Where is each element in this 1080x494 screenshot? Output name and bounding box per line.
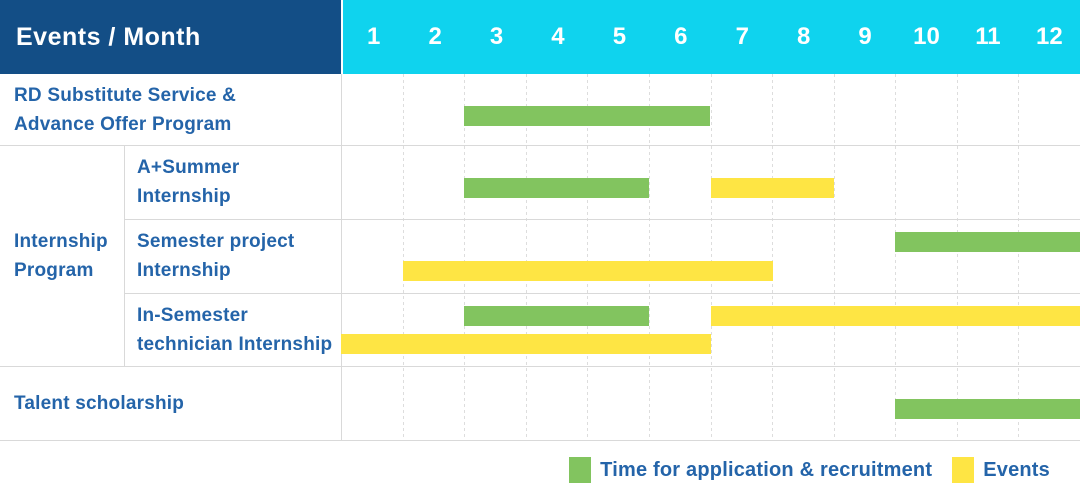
month-gridline: [957, 74, 958, 440]
month-gridline: [464, 74, 465, 440]
month-label-10: 10: [913, 23, 940, 50]
row-label-line: Internship: [137, 260, 231, 281]
row-separator: [124, 293, 1080, 294]
events-month-header-title: Events / Month: [16, 22, 201, 51]
legend-item-application: Time for application & recruitment: [569, 457, 932, 483]
row-label-line: RD Substitute Service &: [14, 84, 237, 106]
row-label-talent-scholarship: Talent scholarship: [14, 366, 184, 440]
bar-in-semester-technician-internship-event: [341, 334, 711, 354]
month-gridline: [649, 74, 650, 440]
bar-a-plus-summer-internship-event: [711, 178, 834, 198]
month-gridline: [772, 74, 773, 440]
events-month-header-cell: Events / Month: [0, 0, 341, 74]
legend-label-application: Time for application & recruitment: [600, 458, 933, 481]
divider-labels-months: [341, 74, 342, 440]
month-label-6: 6: [674, 23, 688, 50]
month-gridline: [834, 74, 835, 440]
row-label-line: A+Summer: [137, 157, 240, 178]
month-label-3: 3: [489, 23, 504, 50]
legend: Time for application & recruitment Events: [569, 457, 1050, 483]
month-gridline: [587, 74, 588, 440]
legend-swatch-application: [569, 457, 592, 483]
group-label-line: Internship: [14, 230, 108, 252]
month-label-1: 1: [367, 23, 381, 50]
month-header-row: 1 2 3 4 5 6 7 8 9 10 11 12: [343, 0, 1080, 74]
bar-in-semester-technician-internship-event: [711, 306, 1080, 326]
row-label-semester-project-internship: Semester project Internship: [137, 219, 294, 293]
legend-label-event: Events: [983, 458, 1050, 481]
row-label-line: Advance Offer Program: [14, 113, 232, 135]
bar-semester-project-internship-event: [403, 261, 773, 281]
month-label-7: 7: [735, 23, 749, 50]
group-label-line: Program: [14, 259, 94, 281]
row-label-in-semester-technician-internship: In-Semester technician Internship: [137, 293, 332, 366]
month-gridline: [895, 74, 896, 440]
bar-in-semester-technician-internship-application: [464, 306, 649, 326]
month-label-4: 4: [551, 23, 565, 50]
row-separator: [0, 440, 1080, 441]
row-label-a-plus-summer-internship: A+Summer Internship: [137, 145, 239, 219]
row-separator: [0, 366, 1080, 367]
row-label-line: Internship: [137, 186, 231, 207]
row-label-line: Semester project: [137, 231, 295, 252]
row-separator: [124, 219, 1080, 220]
month-label-12: 12: [1036, 23, 1063, 50]
row-label-line: Talent scholarship: [14, 392, 185, 414]
month-gridline: [711, 74, 712, 440]
month-gridline: [526, 74, 527, 440]
row-label-line: In-Semester: [137, 304, 248, 326]
divider-group-sublabels: [124, 145, 125, 366]
row-label-line: technician Internship: [137, 333, 333, 355]
month-gridline: [1018, 74, 1019, 440]
row-separator: [0, 145, 1080, 146]
bar-a-plus-summer-internship-application: [464, 178, 649, 198]
legend-swatch-event: [952, 457, 975, 483]
bar-semester-project-internship-application: [895, 232, 1080, 252]
month-label-8: 8: [796, 23, 811, 50]
bar-talent-scholarship-application: [895, 399, 1080, 419]
month-label-11: 11: [975, 23, 1001, 50]
month-label-2: 2: [428, 23, 442, 50]
row-label-rd-substitute-service: RD Substitute Service & Advance Offer Pro…: [14, 74, 236, 145]
month-label-9: 9: [858, 23, 872, 50]
group-label-internship-program: Internship Program: [14, 145, 108, 366]
month-label-5: 5: [612, 23, 627, 50]
month-gridline: [403, 74, 404, 440]
bar-rd-substitute-service-application: [464, 106, 710, 126]
legend-item-event: Events: [952, 457, 1050, 483]
